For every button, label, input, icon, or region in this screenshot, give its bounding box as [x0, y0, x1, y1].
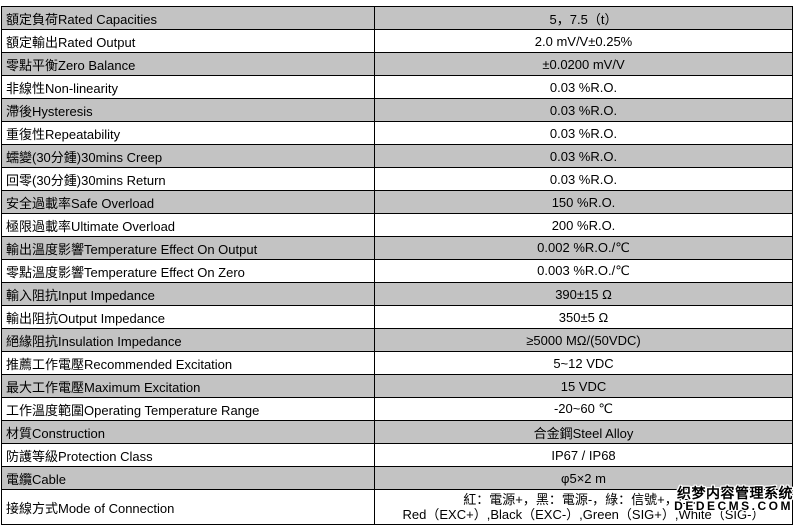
spec-label: 非線性Non-linearity — [1, 75, 375, 99]
spec-value: ≥5000 MΩ/(50VDC) — [374, 328, 793, 352]
spec-value: 150 %R.O. — [374, 190, 793, 214]
spec-value: 0.03 %R.O. — [374, 121, 793, 145]
table-row: 零點溫度影響Temperature Effect On Zero 0.003 %… — [1, 259, 793, 283]
spec-label: 極限過載率Ultimate Overload — [1, 213, 375, 237]
spec-value: 5，7.5（t） — [374, 6, 793, 30]
spec-value: -20~60 ℃ — [374, 397, 793, 421]
spec-label: 零點平衡Zero Balance — [1, 52, 375, 76]
spec-label: 蠕變(30分鍾)30mins Creep — [1, 144, 375, 168]
spec-label: 電纜Cable — [1, 466, 375, 490]
spec-label: 輸入阻抗Input Impedance — [1, 282, 375, 306]
connection-colors-cn: 紅：電源+，黑：電源-，綠：信號+，白： — [463, 492, 704, 507]
spec-value: 0.002 %R.O./℃ — [374, 236, 793, 260]
spec-label: 防護等級Protection Class — [1, 443, 375, 467]
spec-label: 安全過載率Safe Overload — [1, 190, 375, 214]
table-row: 蠕變(30分鍾)30mins Creep 0.03 %R.O. — [1, 144, 793, 168]
spec-label: 重復性Repeatability — [1, 121, 375, 145]
spec-value: 15 VDC — [374, 374, 793, 398]
spec-value: 0.03 %R.O. — [374, 75, 793, 99]
table-row: 額定負荷Rated Capacities 5，7.5（t） — [1, 6, 793, 30]
watermark: 织梦内容管理系统 DEDECMS.COM — [674, 486, 793, 513]
spec-value: 合金鋼Steel Alloy — [374, 420, 793, 444]
table-row: 輸出阻抗Output Impedance 350±5 Ω — [1, 305, 793, 329]
spec-value: 0.03 %R.O. — [374, 144, 793, 168]
table-row: 零點平衡Zero Balance ±0.0200 mV/V — [1, 52, 793, 76]
table-row: 工作溫度範圍Operating Temperature Range -20~60… — [1, 397, 793, 421]
table-row: 最大工作電壓Maximum Excitation 15 VDC — [1, 374, 793, 398]
spec-label: 零點溫度影響Temperature Effect On Zero — [1, 259, 375, 283]
table-row: 回零(30分鍾)30mins Return 0.03 %R.O. — [1, 167, 793, 191]
table-row: 額定輸出Rated Output 2.0 mV/V±0.25% — [1, 29, 793, 53]
spec-label: 輸出阻抗Output Impedance — [1, 305, 375, 329]
spec-value: 紅：電源+，黑：電源-，綠：信號+，白： Red（EXC+）,Black（EXC… — [374, 489, 793, 525]
table-row: 輸出溫度影響Temperature Effect On Output 0.002… — [1, 236, 793, 260]
spec-value: 200 %R.O. — [374, 213, 793, 237]
spec-value: IP67 / IP68 — [374, 443, 793, 467]
spec-label: 接線方式Mode of Connection — [1, 489, 375, 525]
table-row: 重復性Repeatability 0.03 %R.O. — [1, 121, 793, 145]
spec-label: 額定輸出Rated Output — [1, 29, 375, 53]
table-row: 防護等級Protection Class IP67 / IP68 — [1, 443, 793, 467]
spec-table: 額定負荷Rated Capacities 5，7.5（t） 額定輸出Rated … — [1, 6, 793, 525]
spec-label: 滯後Hysteresis — [1, 98, 375, 122]
spec-value: ±0.0200 mV/V — [374, 52, 793, 76]
spec-label: 最大工作電壓Maximum Excitation — [1, 374, 375, 398]
spec-value: 0.03 %R.O. — [374, 167, 793, 191]
spec-label: 輸出溫度影響Temperature Effect On Output — [1, 236, 375, 260]
spec-label: 絕緣阻抗Insulation Impedance — [1, 328, 375, 352]
spec-value: 0.03 %R.O. — [374, 98, 793, 122]
spec-value: 5~12 VDC — [374, 351, 793, 375]
table-row: 材質Construction 合金鋼Steel Alloy — [1, 420, 793, 444]
spec-label: 材質Construction — [1, 420, 375, 444]
table-row: 輸入阻抗Input Impedance 390±15 Ω — [1, 282, 793, 306]
spec-value: 350±5 Ω — [374, 305, 793, 329]
table-row: 極限過載率Ultimate Overload 200 %R.O. — [1, 213, 793, 237]
table-row: 接線方式Mode of Connection 紅：電源+，黑：電源-，綠：信號+… — [1, 489, 793, 525]
table-row: 滯後Hysteresis 0.03 %R.O. — [1, 98, 793, 122]
table-row: 安全過載率Safe Overload 150 %R.O. — [1, 190, 793, 214]
spec-label: 回零(30分鍾)30mins Return — [1, 167, 375, 191]
table-row: 推薦工作電壓Recommended Excitation 5~12 VDC — [1, 351, 793, 375]
connection-colors-en: Red（EXC+）,Black（EXC-）,Green（SIG+）,White（… — [402, 507, 765, 522]
table-row: 非線性Non-linearity 0.03 %R.O. — [1, 75, 793, 99]
table-row: 絕緣阻抗Insulation Impedance ≥5000 MΩ/(50VDC… — [1, 328, 793, 352]
spec-value: 390±15 Ω — [374, 282, 793, 306]
spec-value: 0.003 %R.O./℃ — [374, 259, 793, 283]
spec-label: 額定負荷Rated Capacities — [1, 6, 375, 30]
spec-label: 推薦工作電壓Recommended Excitation — [1, 351, 375, 375]
watermark-en-text: DEDECMS.COM — [674, 499, 793, 513]
spec-value: 2.0 mV/V±0.25% — [374, 29, 793, 53]
watermark-cn-text: 织梦内容管理系统 — [677, 485, 793, 501]
spec-label: 工作溫度範圍Operating Temperature Range — [1, 397, 375, 421]
